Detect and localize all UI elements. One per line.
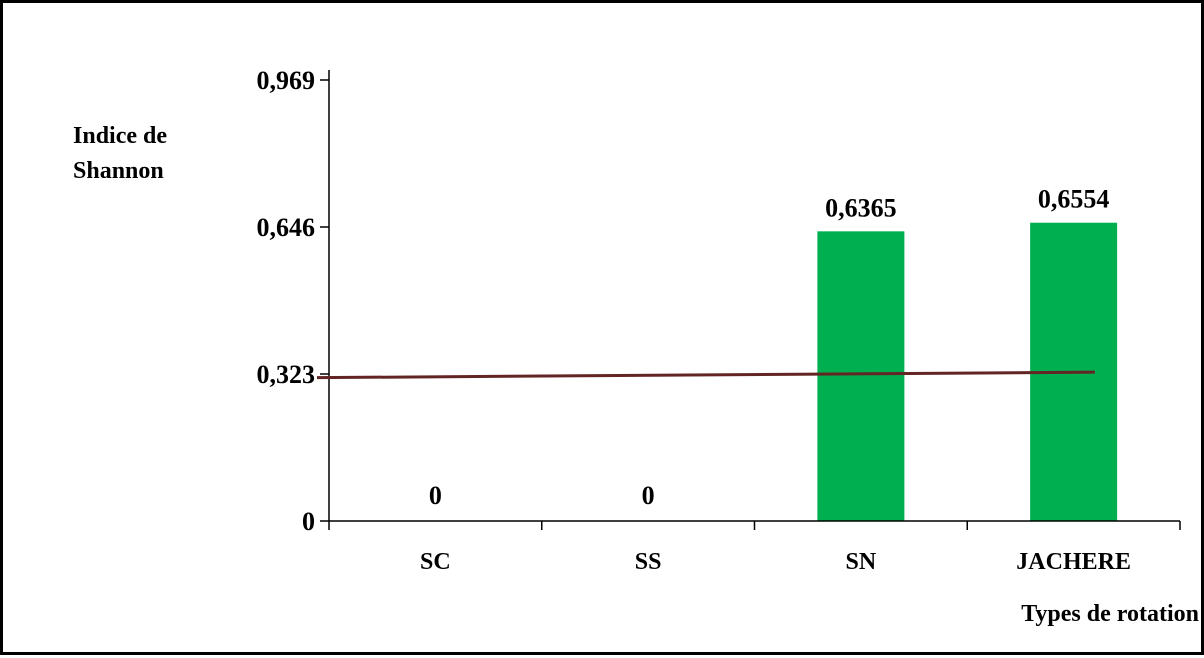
y-tick-label: 0 [302,507,315,536]
y-axis-title-line-1: Indice de [73,123,167,149]
data-label: 0,6365 [825,193,897,222]
bar [817,231,905,521]
data-label: 0 [642,481,655,510]
x-tick-label: SC [420,549,451,575]
x-tick-label: SS [635,549,662,575]
x-tick-marks [328,521,1181,530]
y-tick-label: 0,969 [257,66,316,95]
x-tick-label: SN [846,549,877,575]
data-label: 0,6554 [1038,185,1110,214]
data-labels: 0 0 0,6365 0,6554 [429,185,1110,510]
trend-line [316,370,1095,380]
x-tick-labels: SC SS SN JACHERE [420,549,1131,575]
y-tick-marks [320,79,329,522]
x-axis-title: Types de rotation [1021,601,1199,627]
y-tick-labels: 0 0,323 0,646 0,969 [257,66,316,536]
data-label: 0 [429,481,442,510]
y-axis-title-line-2: Shannon [73,158,164,184]
y-tick-label: 0,646 [257,213,316,242]
y-tick-label: 0,323 [257,360,316,389]
x-tick-label: JACHERE [1016,549,1131,575]
